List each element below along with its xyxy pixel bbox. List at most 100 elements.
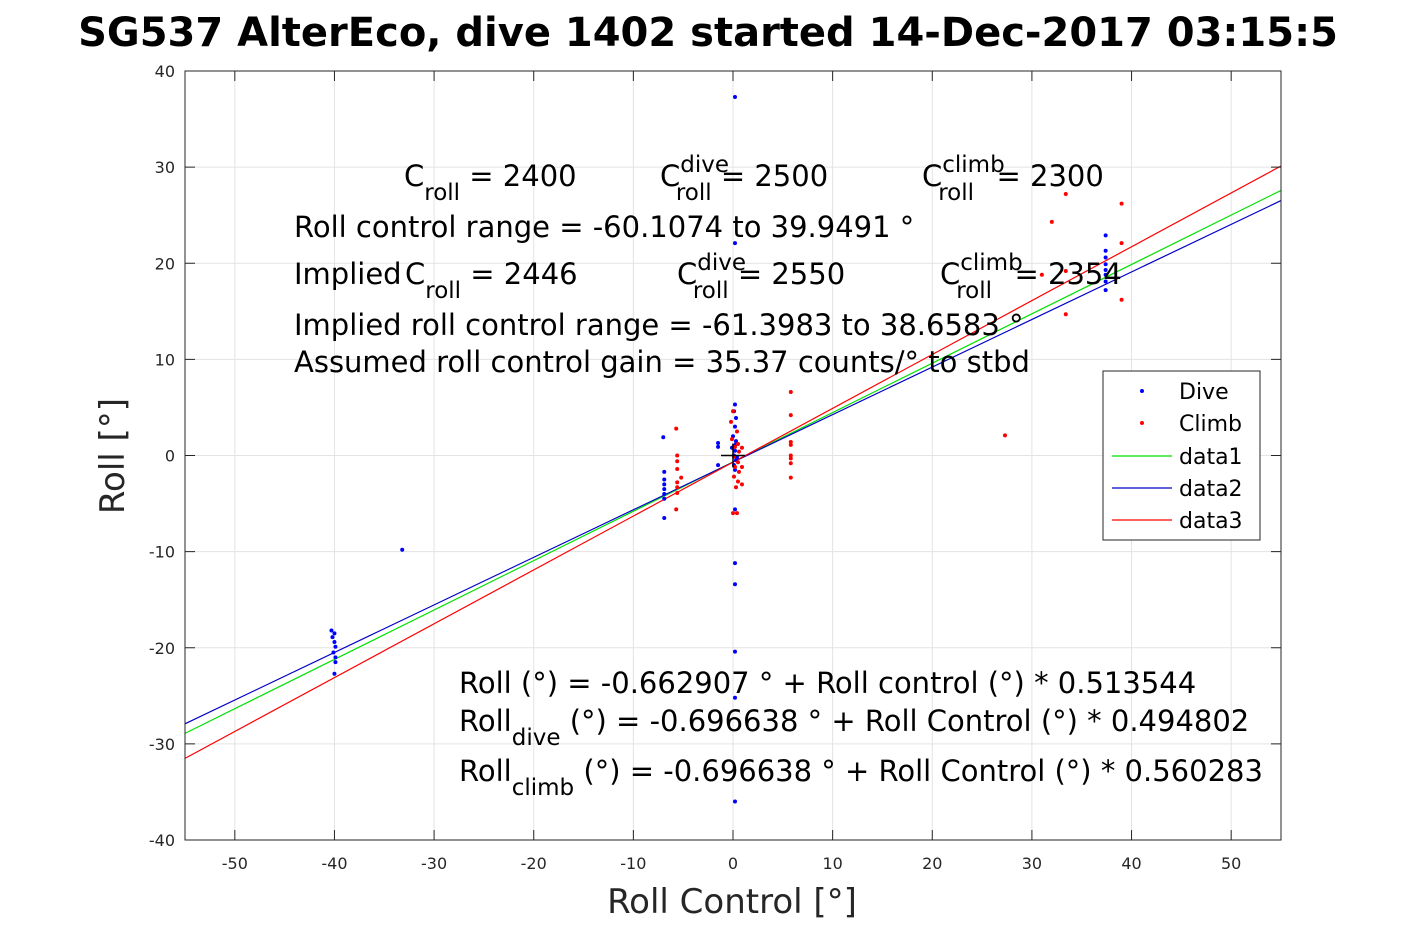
data-point-dive xyxy=(400,547,405,552)
legend-label-data1: data1 xyxy=(1179,445,1243,470)
chart-title: SG537 AlterEco, dive 1402 started 14-Dec… xyxy=(78,10,1338,56)
data-point-dive xyxy=(662,496,667,501)
data-point-dive xyxy=(1103,255,1108,260)
data-point-dive xyxy=(732,467,737,472)
fit-equation-climb: Rollclimb (°) = -0.696638 ° + Roll Contr… xyxy=(459,754,1263,801)
y-tick-label: -40 xyxy=(149,831,175,850)
data-point-dive xyxy=(732,241,737,246)
data-point-climb xyxy=(732,465,737,470)
data-point-climb xyxy=(675,490,680,495)
data-point-climb xyxy=(739,482,744,487)
data-point-dive xyxy=(732,507,737,512)
y-tick-label: -30 xyxy=(149,735,175,754)
data-point-climb xyxy=(1063,192,1068,197)
data-point-climb xyxy=(1049,219,1054,224)
data-point-climb xyxy=(788,440,793,445)
data-point-dive xyxy=(332,671,337,676)
calibration-term-3: Cclimb roll = 2300 xyxy=(922,152,1104,206)
x-tick-label: -40 xyxy=(321,854,347,873)
data-point-climb xyxy=(675,459,680,464)
data-point-climb xyxy=(788,456,793,461)
data-point-climb xyxy=(788,461,793,466)
y-tick-label: -20 xyxy=(149,639,175,658)
annotations: Croll = 2400 Cdive roll = 2500 Cclimb roll =… xyxy=(294,152,1263,801)
data-point-climb xyxy=(735,460,740,465)
data-point-dive xyxy=(333,660,338,665)
implied-roll-control-range: Implied roll control range = -61.3983 to… xyxy=(294,308,1024,342)
x-tick-label: -20 xyxy=(521,854,547,873)
data-point-climb xyxy=(675,480,680,485)
data-point-dive xyxy=(732,402,737,407)
data-point-dive xyxy=(732,695,737,700)
calibration-term-2: Cdive roll = 2500 xyxy=(660,152,828,206)
data-point-climb xyxy=(736,469,741,474)
data-point-dive xyxy=(716,444,721,449)
data-point-dive xyxy=(329,628,334,633)
data-point-climb xyxy=(729,419,734,424)
y-tick-label: 40 xyxy=(155,62,175,81)
data-point-dive xyxy=(662,487,667,492)
implied-term-3: Cclimb roll = 2354 xyxy=(940,250,1122,304)
data-point-dive xyxy=(331,650,336,655)
data-point-climb xyxy=(731,409,735,414)
data-point-climb xyxy=(1063,312,1068,317)
data-point-dive xyxy=(1103,233,1108,238)
data-point-dive xyxy=(332,639,337,644)
legend-label-climb: Climb xyxy=(1179,412,1242,437)
roll-control-range: Roll control range = -60.1074 to 39.9491… xyxy=(294,210,914,244)
data-point-climb xyxy=(788,453,793,458)
data-point-dive xyxy=(662,477,667,482)
data-point-dive xyxy=(732,582,737,587)
legend-label-data3: data3 xyxy=(1179,509,1243,534)
data-point-dive xyxy=(330,635,335,640)
data-point-climb xyxy=(736,449,741,454)
data-point-climb xyxy=(675,453,680,458)
legend-marker-dive xyxy=(1140,389,1144,393)
data-point-climb xyxy=(1119,201,1124,206)
data-point-dive xyxy=(333,644,338,649)
implied-label: Implied xyxy=(294,257,402,291)
legend-marker-climb xyxy=(1140,421,1144,425)
data-point-dive xyxy=(1103,262,1108,267)
data-point-climb xyxy=(675,466,680,471)
data-point-dive xyxy=(732,94,737,99)
data-point-climb xyxy=(1119,297,1124,302)
data-point-climb xyxy=(674,426,679,431)
x-tick-label: 10 xyxy=(822,854,842,873)
data-point-dive xyxy=(661,435,666,440)
data-point-climb xyxy=(735,441,740,446)
legend-label-dive: Dive xyxy=(1179,380,1229,405)
implied-term-1: Croll = 2446 xyxy=(405,257,578,304)
data-point-climb xyxy=(679,475,684,480)
data-point-climb xyxy=(731,511,735,516)
axis-ticks xyxy=(185,70,1281,841)
data-point-climb xyxy=(1039,272,1044,277)
data-point-dive xyxy=(1103,279,1108,284)
x-tick-label: 30 xyxy=(1022,854,1042,873)
data-point-climb xyxy=(735,479,740,484)
x-tick-label: 50 xyxy=(1221,854,1241,873)
x-tick-label: 0 xyxy=(728,854,738,873)
data-point-climb xyxy=(732,444,737,449)
data-point-dive xyxy=(332,631,337,636)
roll-control-gain: Assumed roll control gain = 35.37 counts… xyxy=(294,345,1030,379)
data-point-dive xyxy=(733,439,738,444)
data-point-dive xyxy=(333,655,338,660)
tick-labels: -50 -40 -30 -20 -10 0 10 20 30 40 50 -40 -30 -20 -10 0 1… xyxy=(149,62,1242,873)
data-point-dive xyxy=(1103,248,1108,253)
fit-equation-dive: Rolldive (°) = -0.696638 ° + Roll Contro… xyxy=(459,704,1249,751)
data-point-dive xyxy=(732,561,737,566)
data-point-climb xyxy=(1063,268,1068,273)
data-point-climb xyxy=(730,437,735,442)
data-point-climb xyxy=(739,465,744,470)
data-point-dive xyxy=(1103,288,1108,293)
data-point-dive xyxy=(732,799,737,804)
implied-term-2: Cdive roll = 2550 xyxy=(677,250,845,304)
y-tick-label: 10 xyxy=(155,350,175,369)
x-axis-label: Roll Control [°] xyxy=(607,882,857,922)
data-point-dive xyxy=(1103,272,1108,277)
y-tick-label: 20 xyxy=(155,254,175,273)
data-point-dive xyxy=(662,491,667,496)
data-point-dive xyxy=(732,448,737,453)
